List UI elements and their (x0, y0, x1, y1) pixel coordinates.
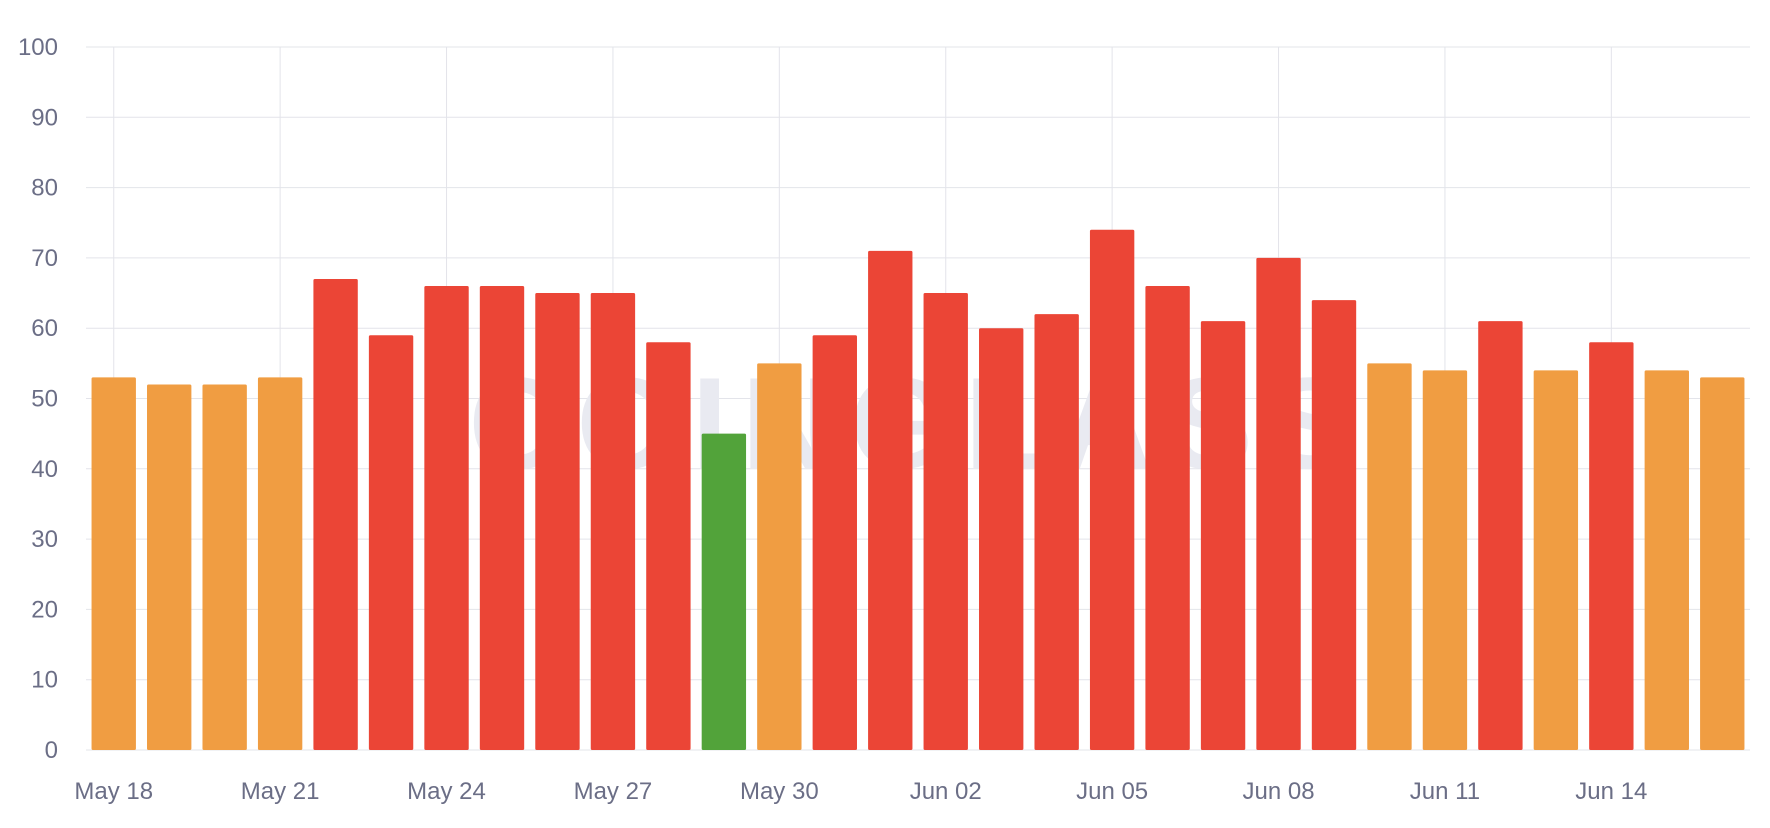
bar-jun-07[interactable] (1200, 321, 1246, 750)
bar-may-20[interactable] (202, 384, 247, 750)
bar-may-22[interactable] (313, 278, 358, 750)
y-tick-label: 70 (31, 245, 58, 272)
bar-may-21[interactable] (257, 377, 303, 750)
x-tick-label: May 24 (407, 778, 486, 805)
bar-jun-11[interactable] (1422, 370, 1468, 750)
bar-jun-10[interactable] (1367, 363, 1412, 750)
bar-jun-01[interactable] (868, 250, 913, 750)
y-tick-label: 40 (31, 456, 58, 483)
bar-may-28[interactable] (646, 342, 691, 750)
x-axis-tick-labels: May 18 May 21 May 24 May 27 May 30 Jun 02 Jun … (74, 778, 1647, 805)
bar-jun-04[interactable] (1034, 314, 1079, 750)
y-axis-tick-labels: 0 10 20 30 40 50 60 70 80 90 100 (18, 34, 58, 764)
bar-jun-08[interactable] (1256, 257, 1301, 750)
x-tick-label: Jun 02 (910, 778, 982, 805)
bar-may-23[interactable] (368, 335, 414, 750)
bar-may-31[interactable] (812, 335, 857, 750)
x-tick-label: Jun 08 (1243, 778, 1315, 805)
bar-may-30[interactable] (757, 363, 802, 750)
y-tick-label: 90 (31, 104, 58, 131)
bar-jun-05[interactable] (1089, 229, 1135, 750)
bar-may-25[interactable] (479, 286, 525, 750)
x-tick-label: May 18 (74, 778, 153, 805)
y-tick-label: 0 (45, 737, 58, 764)
y-tick-label: 100 (18, 34, 58, 61)
y-tick-label: 50 (31, 386, 58, 413)
bar-jun-02[interactable] (923, 293, 968, 750)
bar-may-27[interactable] (590, 293, 636, 750)
y-tick-label: 80 (31, 175, 58, 202)
bar-jun-14[interactable] (1589, 342, 1634, 750)
x-tick-label: Jun 14 (1575, 778, 1647, 805)
y-tick-label: 10 (31, 667, 58, 694)
bars (91, 229, 1745, 750)
x-tick-label: May 30 (740, 778, 819, 805)
bar-jun-06[interactable] (1145, 286, 1190, 750)
bar-jun-16[interactable] (1700, 377, 1745, 750)
x-tick-label: Jun 11 (1410, 778, 1480, 805)
x-tick-label: Jun 05 (1076, 778, 1148, 805)
bar-jun-13[interactable] (1533, 370, 1579, 750)
bar-may-26[interactable] (535, 293, 580, 750)
bar-jun-09[interactable] (1311, 300, 1357, 750)
y-tick-label: 60 (31, 315, 58, 342)
bar-may-19[interactable] (147, 384, 192, 750)
bar-may-29[interactable] (701, 433, 747, 750)
bar-jun-15[interactable] (1644, 370, 1689, 750)
bar-may-24[interactable] (424, 286, 469, 750)
y-tick-label: 20 (31, 596, 58, 623)
bar-may-18[interactable] (91, 377, 136, 750)
bar-jun-03[interactable] (979, 328, 1024, 750)
x-tick-label: May 27 (574, 778, 653, 805)
x-tick-label: May 21 (241, 778, 320, 805)
y-tick-label: 30 (31, 526, 58, 553)
bar-jun-12[interactable] (1478, 321, 1523, 750)
